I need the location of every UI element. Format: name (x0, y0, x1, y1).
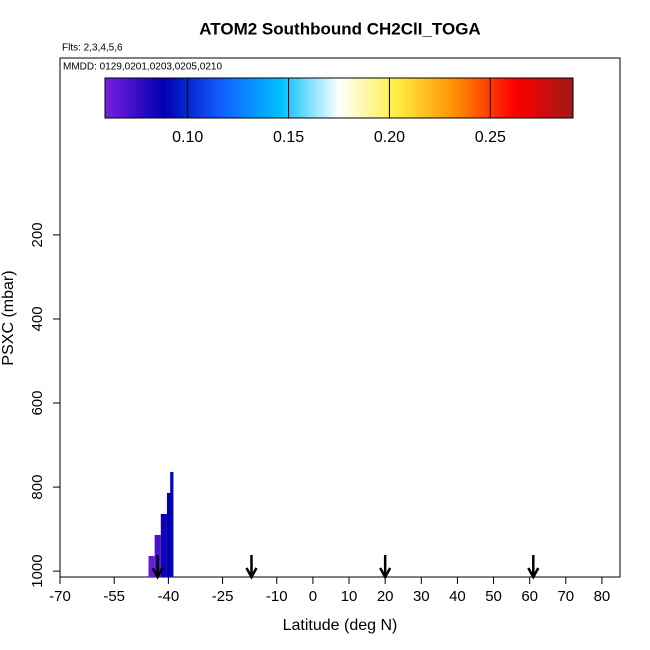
y-tick-label: 800 (29, 475, 46, 500)
x-tick-label: -40 (158, 588, 180, 605)
x-tick-label: 20 (377, 588, 394, 605)
x-tick-label: -70 (49, 588, 71, 605)
plot-frame (59, 57, 621, 578)
flight-arrow (151, 555, 164, 580)
chart-title: ATOM2 Southbound CH2ClI_TOGA (199, 19, 480, 38)
x-tick-label: 30 (413, 588, 430, 605)
flight-arrow (379, 555, 392, 580)
flight-arrow (245, 555, 258, 580)
y-tick-label: 600 (29, 391, 46, 416)
x-tick-label: -10 (266, 588, 288, 605)
x-tick-label: 70 (557, 588, 574, 605)
x-tick-label: 40 (449, 588, 466, 605)
x-tick-label: 50 (485, 588, 502, 605)
x-tick-label: -25 (212, 588, 234, 605)
colorbar-tick-label: 0.15 (273, 129, 304, 146)
x-tick-label: 60 (521, 588, 538, 605)
arrow-head (245, 567, 258, 580)
dates-note: MMDD: 0129,0201,0203,0205,0210 (63, 62, 222, 73)
colorbar (104, 77, 574, 119)
y-axis-label: PSXC (mbar) (0, 270, 17, 365)
x-tick-label: 10 (341, 588, 358, 605)
data-cell (160, 513, 167, 577)
y-tick-label: 1000 (29, 554, 46, 587)
y-tick-label: 200 (29, 222, 46, 247)
flights-note: Flts: 2,3,4,5,6 (62, 43, 123, 54)
colorbar-tick-label: 0.25 (475, 129, 506, 146)
arrow-head (379, 567, 392, 580)
y-tick-label: 400 (29, 306, 46, 331)
arrow-head (151, 567, 164, 580)
flight-arrow (527, 555, 540, 580)
arrow-head (527, 567, 540, 580)
x-tick-label: 0 (309, 588, 317, 605)
x-axis-label: Latitude (deg N) (283, 617, 398, 634)
colorbar-tick-label: 0.20 (374, 129, 405, 146)
data-cell (170, 471, 174, 577)
data-cell (166, 492, 174, 577)
colorbar-tick-label: 0.10 (172, 129, 203, 146)
x-tick-label: 80 (594, 588, 611, 605)
data-cell (148, 555, 155, 577)
x-tick-label: -55 (103, 588, 125, 605)
